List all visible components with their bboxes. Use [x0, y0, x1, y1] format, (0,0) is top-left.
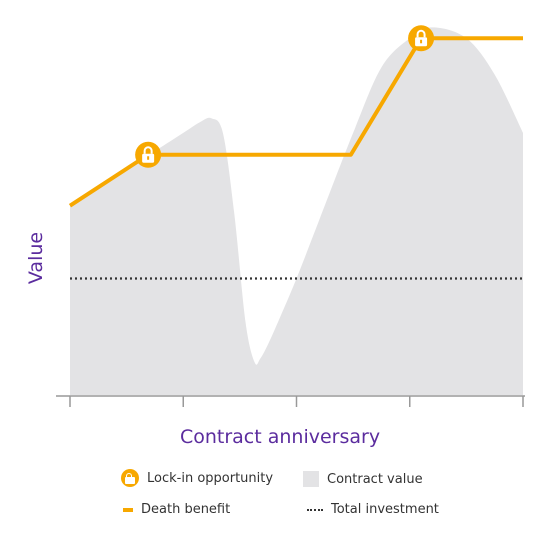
legend-item-total-investment: Total investment — [307, 502, 439, 517]
lock-in-marker — [135, 141, 162, 168]
legend-label-total-investment: Total investment — [331, 502, 439, 517]
lock-in-marker — [408, 25, 435, 52]
x-axis-ticks — [69, 396, 524, 407]
contract-value-swatch — [303, 471, 319, 487]
lock-icon — [121, 469, 139, 487]
death-benefit-line — [68, 36, 523, 208]
y-axis-label: Value — [25, 231, 47, 285]
lock-in-markers — [135, 25, 435, 168]
legend-item-lock-in: Lock-in opportunity — [121, 469, 273, 487]
death-benefit-swatch — [123, 507, 133, 512]
legend-item-contract-value: Contract value — [303, 471, 423, 487]
legend-label-contract-value: Contract value — [327, 471, 423, 487]
x-axis-label: Contract anniversary — [179, 426, 381, 448]
legend-label-death-benefit: Death benefit — [141, 502, 231, 517]
legend-item-death-benefit: Death benefit — [121, 502, 230, 517]
contract-value-area — [70, 27, 523, 396]
legend-label-lock-in: Lock-in opportunity — [147, 470, 274, 486]
total-investment-swatch — [307, 508, 323, 511]
